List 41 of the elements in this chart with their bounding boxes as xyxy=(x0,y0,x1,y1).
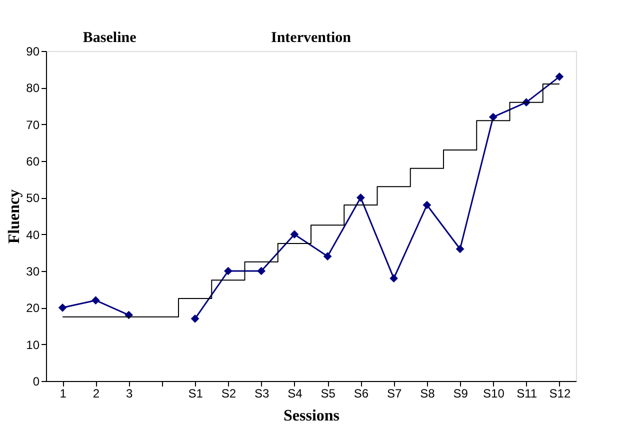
x-tick-label: S6 xyxy=(354,386,369,400)
x-tick-label: S11 xyxy=(516,386,538,400)
point xyxy=(257,266,266,276)
point xyxy=(390,274,398,283)
point xyxy=(555,72,564,81)
x-tick-label: S1 xyxy=(188,386,204,400)
x-tick-label: 1 xyxy=(60,386,67,400)
x-tick-label: S10 xyxy=(483,386,505,400)
point xyxy=(323,252,332,261)
point xyxy=(92,296,100,305)
x-tick-label: S2 xyxy=(221,386,236,400)
point xyxy=(356,193,365,202)
y-tick-label: 0 xyxy=(32,374,40,388)
y-tick-label: 10 xyxy=(26,338,40,352)
y-tick-label: 70 xyxy=(26,118,40,132)
x-tick-label: S3 xyxy=(254,386,270,400)
x-tick-label: S5 xyxy=(320,386,336,400)
x-tick-label: S9 xyxy=(453,386,468,400)
point xyxy=(422,200,432,210)
text: Intervention xyxy=(271,30,352,46)
y-tick-label: 60 xyxy=(26,154,40,168)
y-axis-title: Fluency xyxy=(6,189,24,244)
point xyxy=(290,230,299,239)
x-axis-title: Sessions xyxy=(283,408,340,424)
x-tick-label: S12 xyxy=(549,386,571,400)
point xyxy=(58,303,67,312)
point xyxy=(224,266,232,276)
y-tick-label: 90 xyxy=(26,44,40,58)
x-tick-label: 2 xyxy=(92,386,100,400)
point xyxy=(456,244,464,254)
text: Baseline xyxy=(82,30,137,46)
y-tick-label: 40 xyxy=(26,228,40,242)
x-tick-label: 3 xyxy=(126,386,133,400)
y-tick-label: 80 xyxy=(26,81,40,96)
y-tick-label: 30 xyxy=(26,264,40,278)
point xyxy=(190,314,200,323)
y-tick-label: 50 xyxy=(26,191,40,206)
x-tick-label: S4 xyxy=(288,386,303,400)
x-tick-label: S7 xyxy=(386,386,402,400)
x-tick-label: S8 xyxy=(420,386,436,400)
y-tick-label: 20 xyxy=(26,301,40,316)
